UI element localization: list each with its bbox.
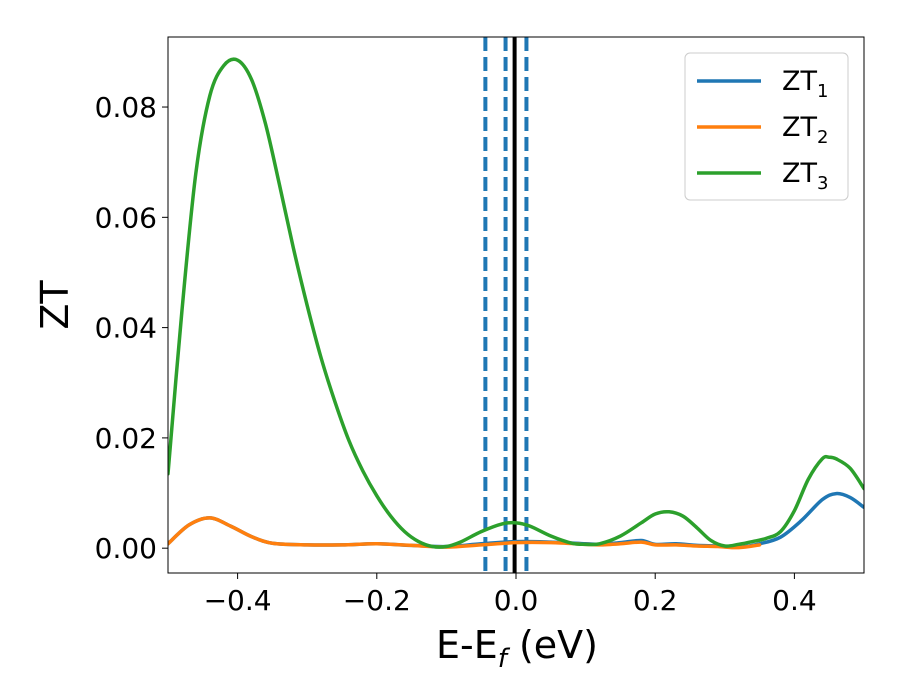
x-tick-label: 0.0 xyxy=(494,584,539,617)
x-tick-label: −0.2 xyxy=(343,584,411,617)
legend-label-zt1: ZT1 xyxy=(782,66,828,102)
fermi-vertical-lines xyxy=(483,37,529,573)
x-axis-ticks: −0.4 −0.2 0.0 0.2 0.4 xyxy=(204,573,817,617)
x-tick-label: 0.4 xyxy=(772,584,817,617)
legend-label-zt2: ZT2 xyxy=(782,112,828,148)
x-tick-label: 0.2 xyxy=(633,584,678,617)
legend-label-zt3: ZT3 xyxy=(782,158,828,194)
legend: ZT1 ZT2 ZT3 xyxy=(684,52,849,201)
series-line-zt2 xyxy=(168,516,762,550)
legend-box xyxy=(684,52,849,201)
y-axis-ticks: 0.00 0.02 0.04 0.06 0.08 xyxy=(95,91,168,565)
y-axis-label: ZT xyxy=(33,280,77,330)
y-tick-label: 0.08 xyxy=(95,91,157,124)
y-tick-label: 0.04 xyxy=(95,312,157,345)
x-axis-label: E-Ef (eV) xyxy=(436,623,598,674)
y-tick-label: 0.00 xyxy=(95,532,157,565)
x-tick-label: −0.4 xyxy=(204,584,272,617)
series-lines xyxy=(168,57,864,550)
series-line-zt3 xyxy=(168,57,864,549)
y-tick-label: 0.06 xyxy=(95,201,157,234)
y-tick-label: 0.02 xyxy=(95,422,157,455)
